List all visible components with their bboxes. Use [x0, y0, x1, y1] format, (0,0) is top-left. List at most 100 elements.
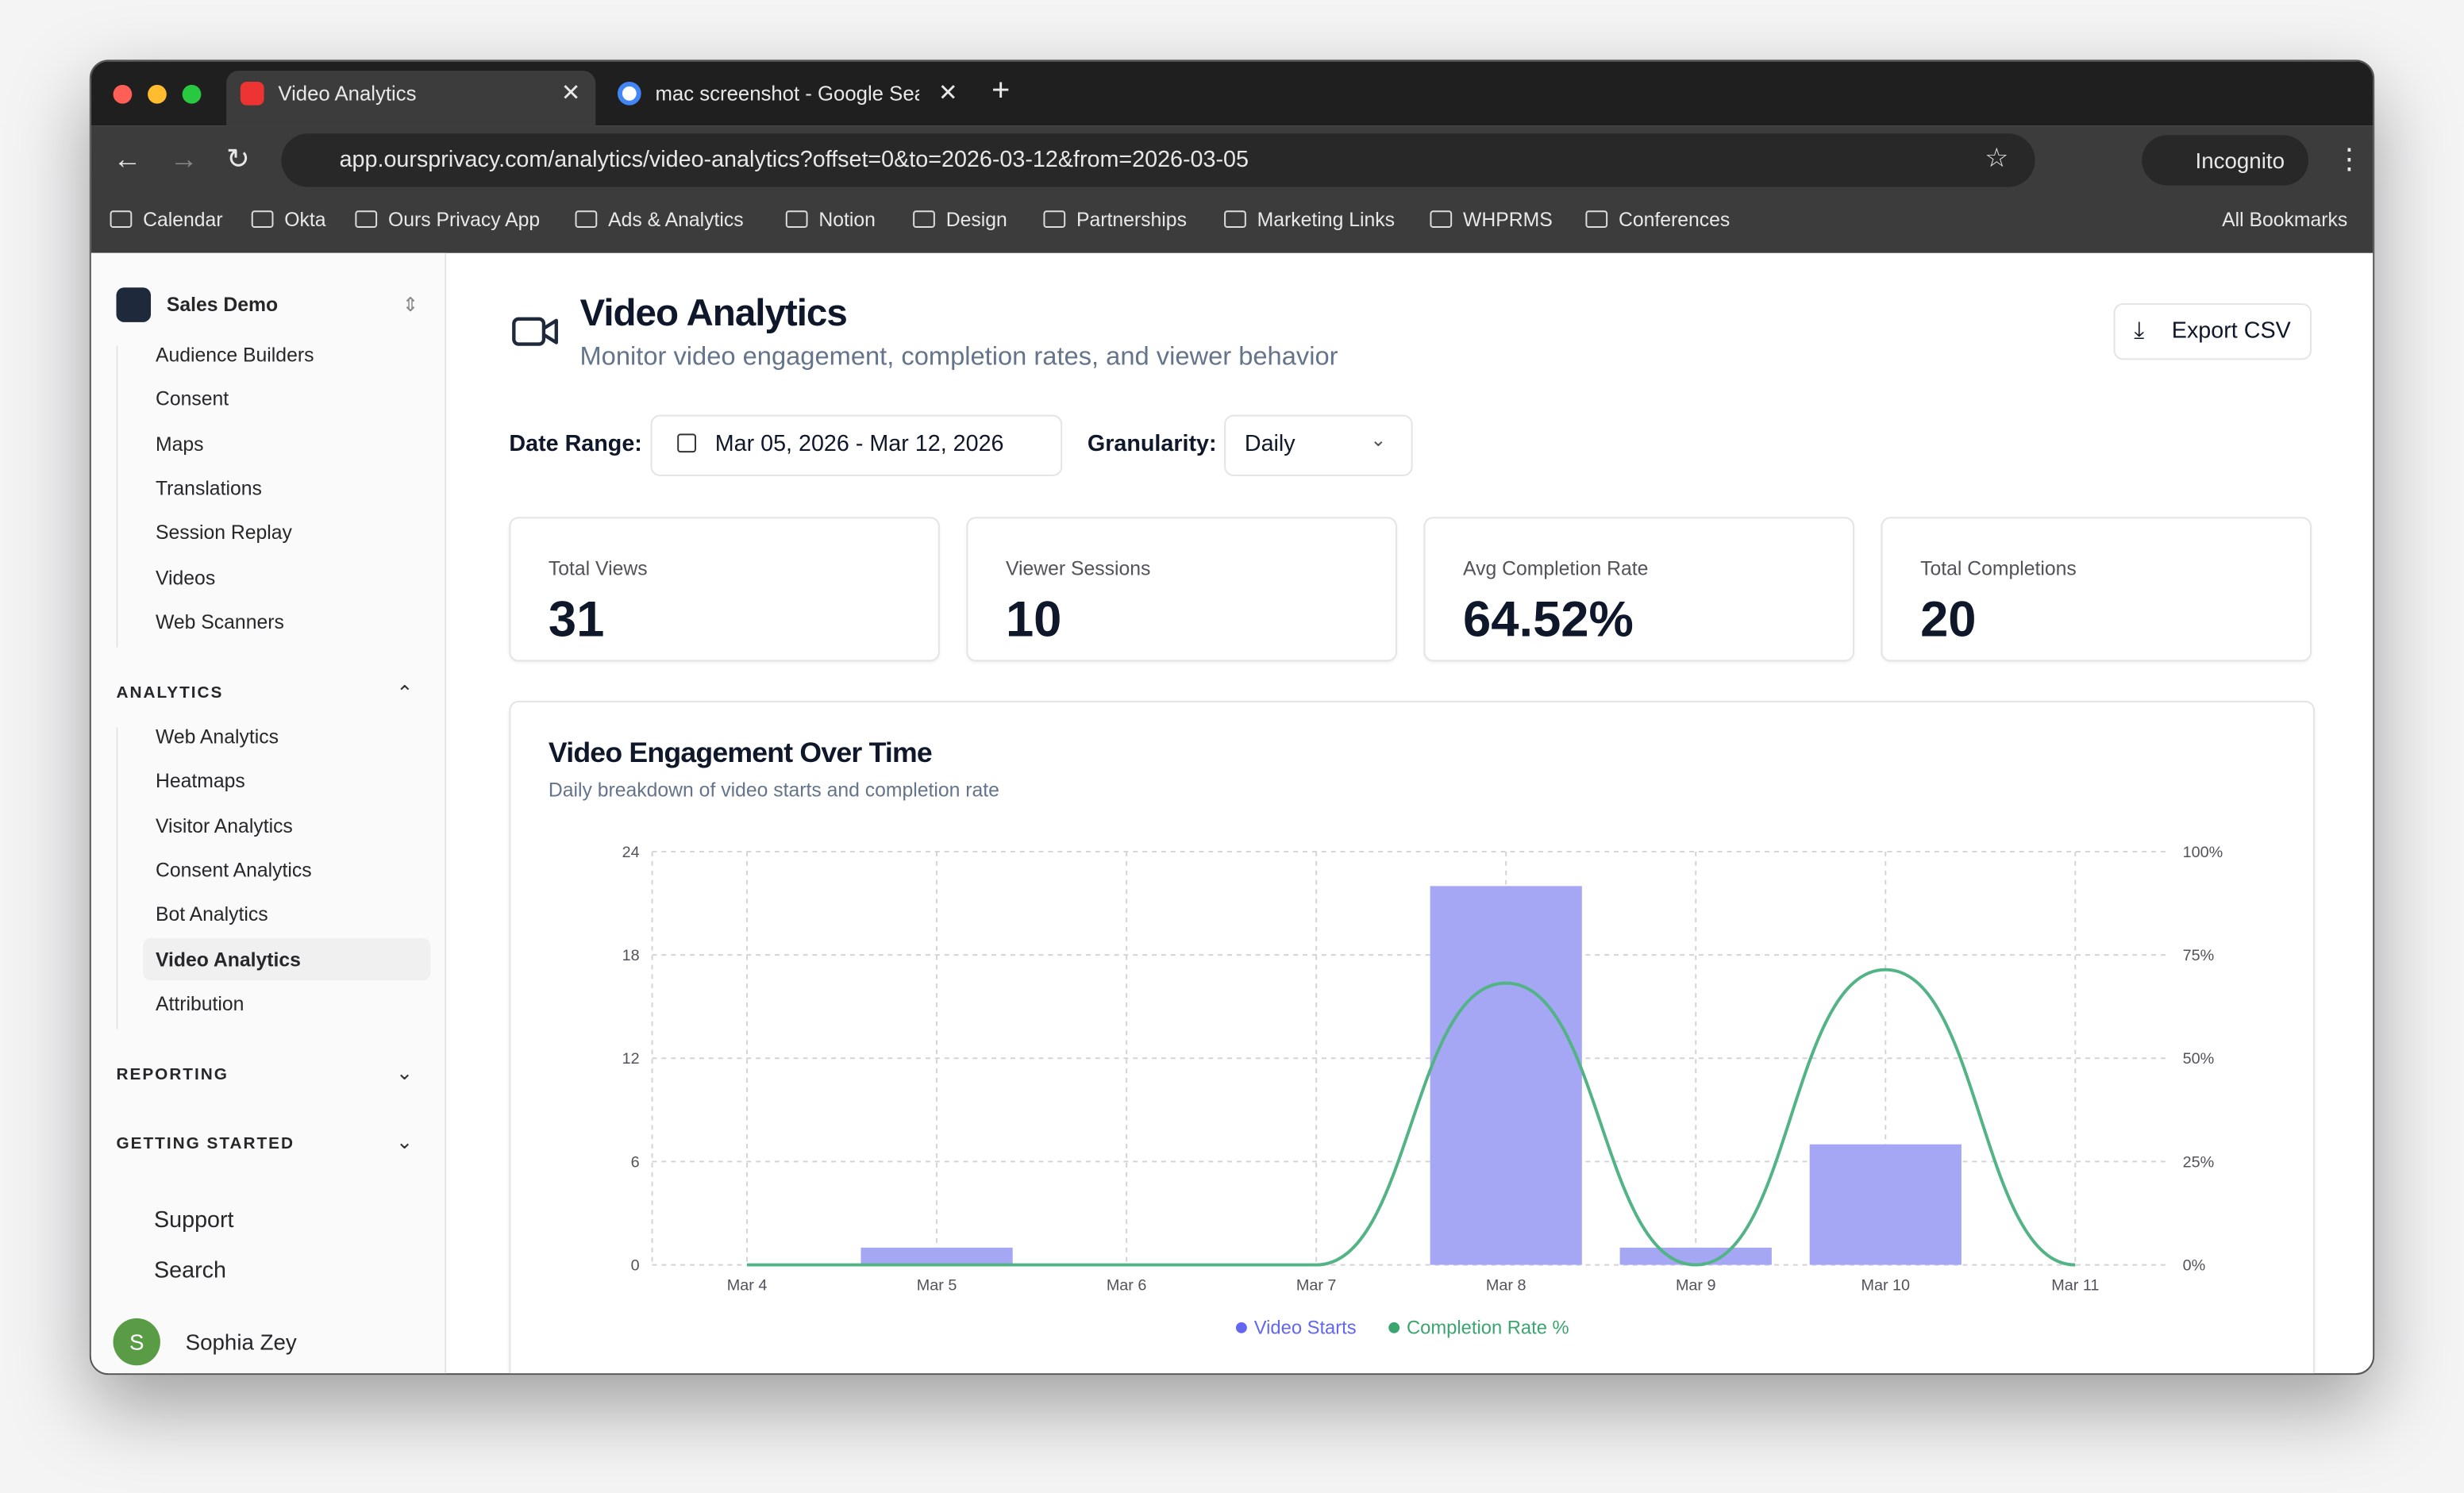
line — [747, 968, 2076, 1267]
tree-line — [116, 345, 118, 648]
menu-button[interactable]: ⋮ — [2335, 143, 2364, 175]
chart-subtitle: Daily breakdown of video starts and comp… — [548, 779, 999, 802]
workspace-switch[interactable]: ⇕ — [402, 294, 419, 316]
tab-close[interactable]: ✕ — [560, 79, 581, 107]
bookmark-icon — [1043, 210, 1066, 229]
nav-item[interactable]: Web Analytics — [155, 725, 279, 748]
chart: 0 6 12 18 24 0% 25% 50% 75% 100% Mar 4 Mar 5 Mar 6 Ma… — [622, 844, 2223, 1339]
export-icon: ⤓ — [2134, 317, 2145, 344]
profile-label: Incognito — [2195, 148, 2285, 173]
nav-item[interactable]: Attribution — [155, 992, 244, 1015]
x-tick-label: Mar 5 — [917, 1276, 957, 1294]
section-chevron[interactable]: ⌄ — [395, 1129, 414, 1154]
minimize-button[interactable] — [148, 84, 167, 104]
reload-button[interactable]: ↻ — [226, 143, 250, 175]
stat-label: Avg Completion Rate — [1463, 557, 1649, 580]
bookmark[interactable]: Conferences — [1618, 209, 1731, 232]
nav-item[interactable]: Maps — [155, 433, 204, 456]
new-tab[interactable]: + — [991, 74, 1011, 109]
bookmark[interactable]: WHPRMS — [1463, 209, 1553, 232]
nav-item[interactable]: Heatmaps — [155, 770, 245, 793]
y-tick-label: 0 — [631, 1257, 640, 1275]
stat-card — [1423, 517, 1854, 662]
export-label: Export CSV — [2171, 318, 2291, 344]
y-tick-label: 18 — [622, 947, 640, 964]
legend-label: Video Starts — [1254, 1318, 1357, 1339]
nav-item[interactable]: Video Analytics — [155, 948, 301, 971]
stat-card — [1881, 517, 2312, 662]
user-name[interactable]: Sophia Zey — [185, 1329, 297, 1355]
url[interactable]: app.oursprivacy.com/analytics/video-anal… — [339, 148, 1249, 173]
x-tick-label: Mar 4 — [727, 1276, 768, 1294]
y2-tick-label: 75% — [2183, 947, 2215, 964]
legend-marker — [1388, 1322, 1400, 1333]
nav-item[interactable]: Consent — [155, 388, 229, 411]
bookmark-icon — [110, 210, 133, 229]
chart-card — [509, 700, 2315, 1374]
bookmark-icon — [251, 210, 274, 229]
y2-tick-label: 50% — [2183, 1050, 2215, 1068]
bookmark-icon — [355, 210, 378, 229]
nav-item[interactable]: Audience Builders — [155, 344, 314, 367]
bookmark-icon — [785, 210, 808, 229]
tree-line — [116, 727, 118, 1029]
x-tick-label: Mar 7 — [1296, 1276, 1337, 1294]
x-tick-label: Mar 9 — [1676, 1276, 1716, 1294]
bookmark[interactable]: Ads & Analytics — [608, 209, 744, 232]
back-button[interactable]: ← — [113, 143, 142, 175]
video-icon — [512, 317, 558, 346]
bookmark[interactable]: Calendar — [143, 209, 223, 232]
browser-window: Video Analytics ✕ mac screenshot - Googl… — [89, 60, 2375, 1376]
stat-label: Viewer Sessions — [1005, 557, 1151, 580]
section-title[interactable]: ANALYTICS — [116, 683, 224, 702]
section-chevron[interactable]: ⌄ — [395, 680, 414, 704]
legend-marker — [1235, 1322, 1247, 1333]
workspace-name[interactable]: Sales Demo — [166, 294, 279, 316]
active-tab[interactable] — [226, 71, 596, 126]
stat-card — [966, 517, 1397, 662]
bar — [1619, 1247, 1772, 1265]
bookmark[interactable]: Partnerships — [1076, 209, 1187, 232]
bookmark-star[interactable]: ☆ — [1985, 143, 2009, 173]
tab-close[interactable]: ✕ — [937, 79, 958, 107]
bookmark[interactable]: Ours Privacy App — [387, 209, 541, 232]
section-title[interactable]: REPORTING — [116, 1065, 229, 1084]
nav-item[interactable]: Bot Analytics — [155, 903, 268, 926]
close-button[interactable] — [113, 84, 133, 104]
nav-item[interactable]: Session Replay — [155, 521, 292, 544]
date-picker[interactable] — [650, 414, 1063, 476]
date-label: Date Range: — [509, 432, 642, 458]
footer-item[interactable]: Search — [154, 1258, 226, 1284]
nav-item[interactable]: Translations — [155, 477, 262, 500]
x-tick-label: Mar 10 — [1861, 1276, 1910, 1294]
nav-item[interactable]: Visitor Analytics — [155, 814, 293, 837]
tab-title[interactable]: mac screenshot - Google Sea — [655, 81, 920, 106]
y2-tick-label: 0% — [2183, 1257, 2206, 1275]
address-bar[interactable] — [281, 133, 2035, 187]
bookmark[interactable]: Design — [945, 209, 1007, 232]
export-button[interactable] — [2113, 303, 2312, 360]
nav-item[interactable]: Web Scanners — [155, 610, 284, 633]
stat-value: 20 — [1920, 591, 1977, 648]
profile-button[interactable] — [2142, 135, 2309, 186]
forward-button[interactable]: → — [169, 143, 198, 175]
bookmark-icon — [913, 210, 935, 229]
bookmark[interactable]: Marketing Links — [1257, 209, 1395, 232]
all-bookmarks[interactable]: All Bookmarks — [2222, 209, 2348, 232]
footer-item[interactable]: Support — [154, 1208, 234, 1233]
section-chevron[interactable]: ⌄ — [395, 1060, 414, 1084]
bookmark-icon — [575, 210, 598, 229]
bookmark[interactable]: Notion — [818, 209, 876, 232]
stat-card — [509, 517, 940, 662]
nav-item[interactable]: Consent Analytics — [155, 859, 312, 882]
y2-tick-label: 25% — [2183, 1153, 2215, 1171]
section-title[interactable]: GETTING STARTED — [116, 1134, 295, 1154]
chart-title: Video Engagement Over Time — [548, 737, 933, 769]
zoom-button[interactable] — [182, 84, 202, 104]
nav-item[interactable]: Videos — [155, 566, 216, 589]
tab-title[interactable]: Video Analytics — [278, 81, 417, 106]
bookmark[interactable]: Okta — [284, 209, 326, 232]
granularity-select[interactable] — [1224, 414, 1413, 476]
